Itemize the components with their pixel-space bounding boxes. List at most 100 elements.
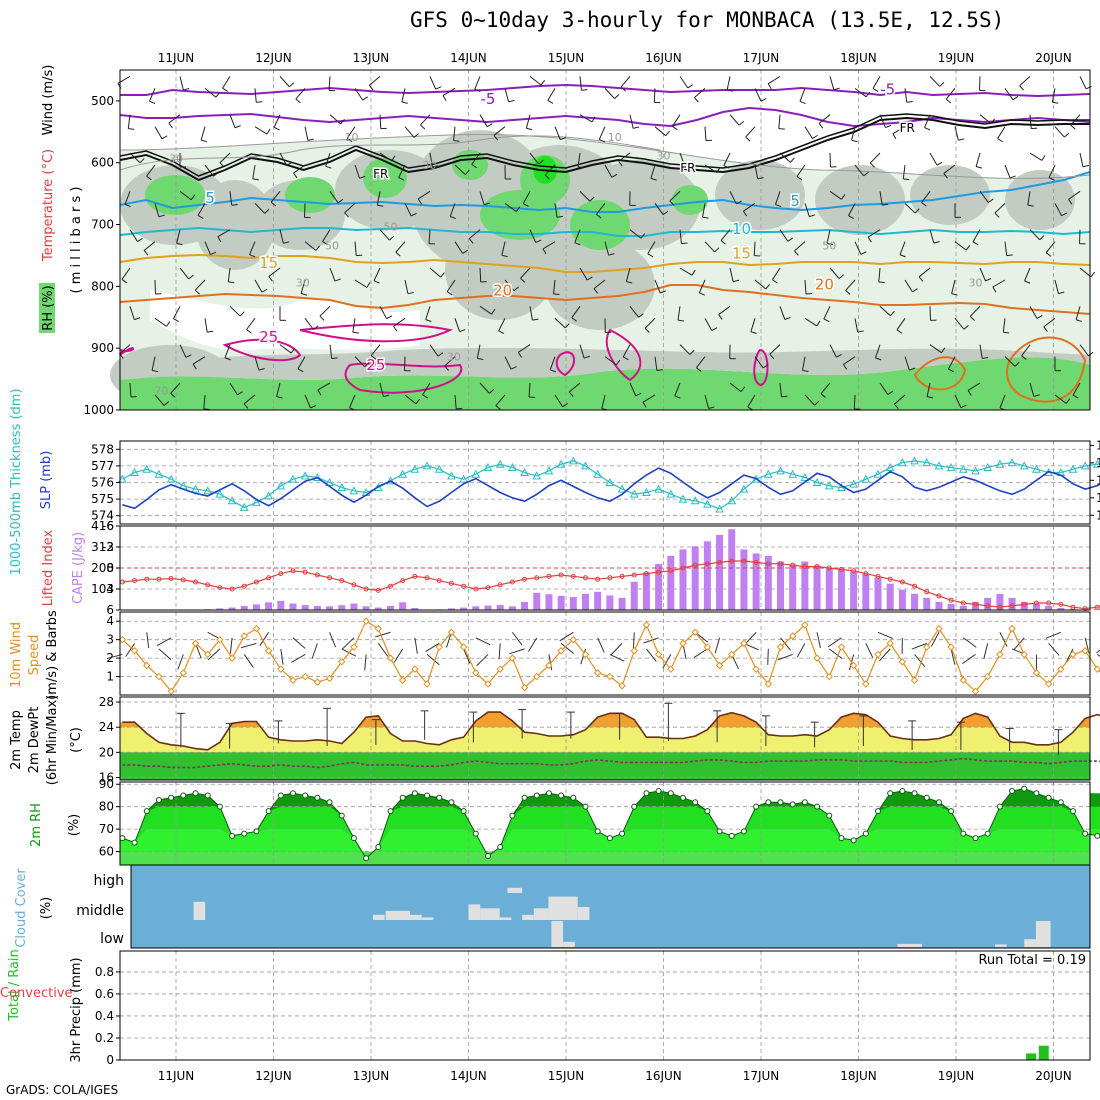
isotherm-label: FR [373,167,388,181]
rh-green-region [363,158,407,198]
pressure-tick-label: 500 [91,94,114,108]
wind-barb [738,120,745,126]
wind-speed-point [350,643,358,651]
lifted-index-point [631,572,637,578]
wind-barb [179,76,184,91]
cape-bar [813,565,821,610]
wind-barb [1004,241,1008,256]
wind-barb [994,202,1006,214]
wind-speed-point [593,669,602,677]
isotherm-label: 15 [259,254,278,272]
lifted-index-point [290,568,296,574]
temp-axis-label: (°C) [69,727,84,753]
wind-barb [420,124,426,130]
rh-point [1033,790,1040,797]
wind-barb [446,279,456,292]
wind-barb [307,138,314,141]
wind-barb [629,306,640,318]
wind-barb [453,126,456,141]
wind-barb [289,82,295,88]
date-label-bottom: 12JUN [255,1069,292,1083]
rh-grey-region [815,165,905,235]
surface-wind-barb [364,654,367,671]
lifted-index-point [436,578,442,584]
wind-speed-point [398,676,407,684]
wind-barb [1079,344,1089,357]
wind-barb [154,394,165,406]
wind-barb [875,357,882,361]
wind-barb [958,138,965,141]
wind-barb [753,241,756,256]
lifted-index-point [656,569,662,575]
wind-barb [213,172,219,177]
wind-barb [629,114,634,129]
wind-barb [334,278,341,282]
thickness-point [824,481,834,490]
wind-barb [404,203,412,217]
rh-contour-label: 30 [657,150,671,163]
wind-barb [194,279,206,291]
surface-wind-barb [259,632,270,646]
wind-barb [775,204,782,208]
wind-speed-point [508,654,517,662]
lifted-index-point [253,579,259,585]
wind-barb [579,76,582,91]
wind-barb [151,356,156,371]
lifted-index-point [765,561,771,567]
lifted-index-point [692,562,698,568]
wind-barb [522,191,531,204]
wind-barb [491,308,496,315]
wind-barb [887,390,894,396]
wind-barb [542,248,547,255]
cape-bar [606,595,614,610]
wind-barb [629,229,642,239]
rh-point [655,787,662,794]
thickness-point [166,474,176,483]
wind-barb [1043,317,1056,328]
lifted-index-point [168,576,174,581]
wind-barb [854,241,862,255]
wind-barb [354,279,368,288]
wind-barb [553,279,556,294]
wind-barb [204,164,214,177]
wind-barb [954,126,959,141]
wind-barb [395,251,401,257]
thickness-point [300,471,310,480]
wind-barb [549,356,556,370]
wind-barb [407,291,414,295]
wind-speed-point [837,643,846,651]
surface-wind-barb [646,648,657,662]
wind-barb [975,152,981,167]
wind-barb [904,356,910,371]
surface-wind-barb [580,648,586,665]
wind-barb [529,75,542,86]
lifted-index-point [583,575,588,581]
wind-barb [344,212,349,218]
surface-wind-barb [528,637,538,652]
wind-barb [848,215,854,219]
lifted-index-point [314,572,320,578]
wind-barb [899,254,906,258]
cape-bar [1032,603,1040,610]
thickness-point [727,496,737,505]
wind-barb [373,280,380,284]
wind-barb [207,330,214,333]
wind-barb [313,325,319,330]
cape-bar [252,604,260,610]
wind-barb [679,344,691,355]
surface-wind-barb [463,648,471,664]
wind-barb [544,164,556,176]
surface-wind-barb [816,632,821,649]
wind-speed-point [203,650,212,659]
wind-barb [474,88,481,93]
rh-point [216,803,223,810]
rh-point [155,796,162,803]
wind-barb [620,86,626,92]
surface-wind-barb [777,653,793,661]
wind-barb [640,233,646,239]
isotherm-line [119,284,1091,315]
wind-barb [304,126,309,141]
wind-barb [1021,344,1031,357]
wind-barb [604,241,610,256]
wind-barb [154,203,160,217]
